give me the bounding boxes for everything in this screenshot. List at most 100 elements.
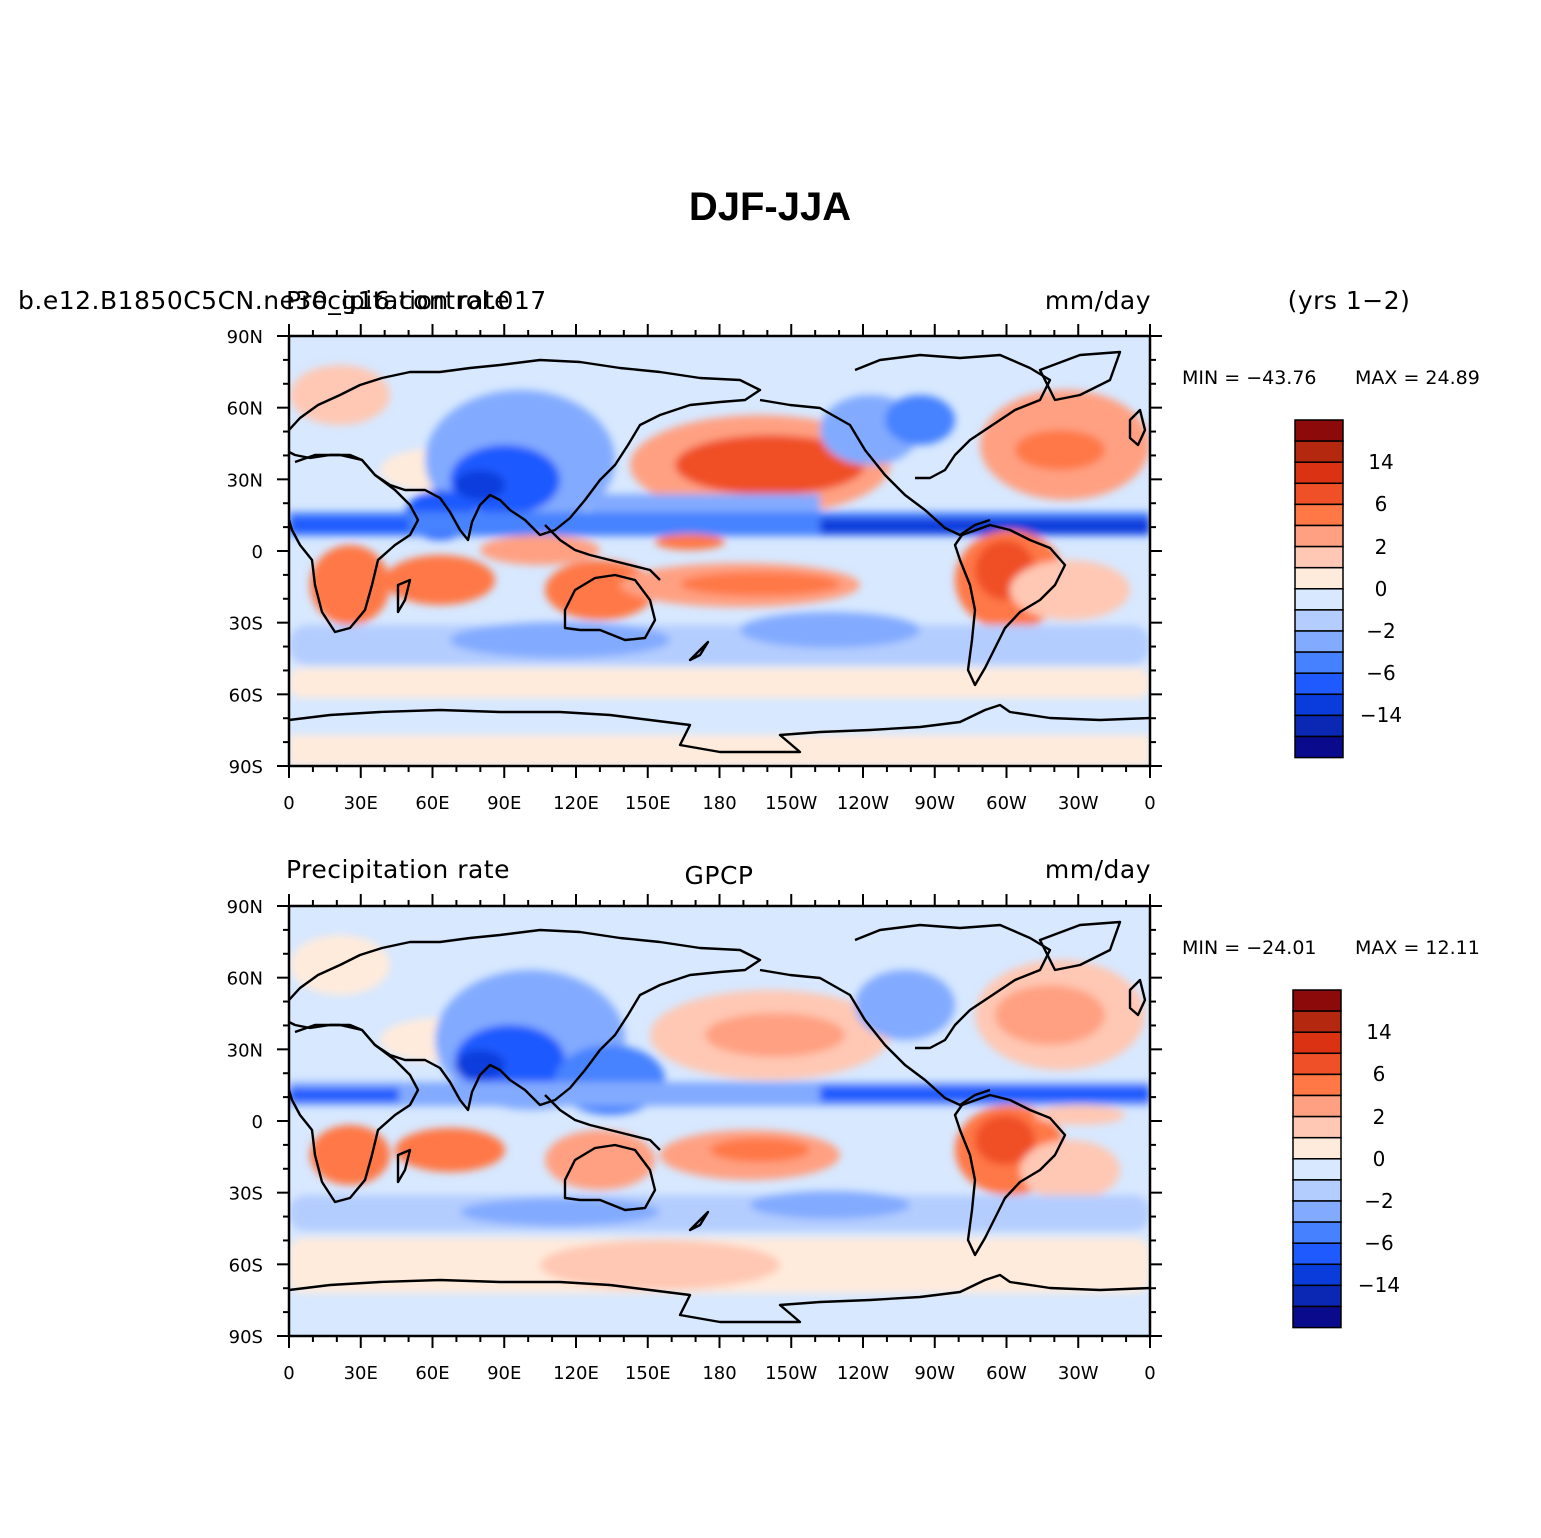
top-ytick-label: 60N — [227, 399, 263, 420]
bottom-xtick-label: 30E — [344, 1363, 378, 1384]
panel-top-colorbar-boxes — [1294, 419, 1344, 759]
panel-bottom-units: mm/day — [1045, 855, 1151, 884]
bottom-colorbar-box — [1292, 1010, 1342, 1033]
top-ytick-label: 30S — [229, 614, 263, 635]
bottom-colorbar-box — [1292, 1115, 1342, 1139]
top-colorbar-box — [1294, 651, 1344, 674]
bottom-xtick-label: 0 — [1144, 1363, 1155, 1384]
bottom-colorbar-box — [1292, 1200, 1342, 1223]
top-colorbar-box — [1294, 714, 1344, 738]
top-colorbar-box — [1294, 693, 1344, 717]
top-xtick-label: 120E — [553, 793, 599, 814]
top-xtick-label: 90E — [487, 793, 521, 814]
bottom-xtick-label: 90E — [487, 1363, 521, 1384]
panel-top-axes: 0 30E 60E 90E 120E 150E 180 150W 120W 90W 60W 30W 09… — [227, 324, 1162, 814]
top-xtick-label: 0 — [1144, 793, 1155, 814]
cb-bottom-label-1: 14 — [1366, 1020, 1391, 1044]
top-xtick-label: 0 — [283, 793, 294, 814]
top-xtick-label: 150E — [625, 793, 671, 814]
bottom-colorbar-box — [1292, 1221, 1342, 1244]
cb-top-label-4: 0 — [1375, 577, 1388, 601]
bottom-colorbar-box — [1292, 1136, 1342, 1160]
panel-top: b.e12.B1850C5CN.ne30_g16.control.017 Pre… — [18, 286, 1480, 814]
bottom-colorbar-box — [1292, 989, 1342, 1012]
panel-top-units: mm/day — [1045, 286, 1151, 315]
bottom-ytick-label: 90N — [227, 897, 263, 918]
top-colorbar-box — [1294, 588, 1344, 611]
bottom-colorbar-box — [1292, 1179, 1342, 1202]
panel-top-field — [289, 336, 1150, 766]
top-xtick-label: 120W — [837, 793, 889, 814]
bottom-xtick-label: 60W — [986, 1363, 1027, 1384]
top-ytick-label: 0 — [252, 542, 263, 563]
top-colorbar-box — [1294, 482, 1344, 506]
top-colorbar-box — [1294, 566, 1344, 590]
panel-bottom-colorbar: 14 6 2 0 −2 −6 −14 — [1292, 989, 1400, 1329]
bottom-ytick-label: 30S — [229, 1184, 263, 1205]
bottom-xtick-label: 120E — [553, 1363, 599, 1384]
top-xtick-label: 150W — [765, 793, 817, 814]
bottom-ytick-label: 60S — [229, 1255, 263, 1276]
top-colorbar-box — [1294, 419, 1344, 442]
panel-bottom-colorbar-boxes — [1292, 989, 1342, 1329]
top-xtick-label: 30W — [1058, 793, 1099, 814]
panel-top-max: MAX = 24.89 — [1355, 367, 1480, 389]
cb-bottom-label-5: −2 — [1364, 1189, 1393, 1213]
cb-bottom-label-2: 6 — [1373, 1062, 1386, 1086]
bottom-colorbar-box — [1292, 1073, 1342, 1097]
cb-top-label-7: −14 — [1360, 703, 1402, 727]
bottom-ytick-label: 60N — [227, 969, 263, 990]
bottom-ytick-label: 30N — [227, 1040, 263, 1061]
top-xtick-label: 180 — [702, 793, 736, 814]
bottom-colorbar-box — [1292, 1158, 1342, 1181]
bottom-colorbar-box — [1292, 1242, 1342, 1266]
cb-bottom-label-3: 2 — [1373, 1105, 1386, 1129]
top-colorbar-box — [1294, 735, 1344, 759]
panel-top-coastlines — [289, 350, 1150, 754]
bottom-xtick-label: 90W — [914, 1363, 955, 1384]
panel-top-colorbar: 14 6 2 0 −2 −6 −14 — [1294, 419, 1402, 759]
top-colorbar-box — [1294, 461, 1344, 485]
cb-bottom-label-7: −14 — [1358, 1273, 1400, 1297]
top-xtick-label: 30E — [344, 793, 378, 814]
top-colorbar-box — [1294, 545, 1344, 569]
top-ytick-label: 60S — [229, 685, 263, 706]
panel-bottom-max: MAX = 12.11 — [1355, 937, 1480, 959]
panel-bottom-min: MIN = −24.01 — [1182, 937, 1317, 959]
panel-bottom-variable-label: Precipitation rate — [286, 855, 510, 884]
panel-top-min: MIN = −43.76 — [1182, 367, 1317, 389]
bottom-colorbar-box — [1292, 1284, 1342, 1308]
top-xtick-label: 60E — [415, 793, 449, 814]
cb-top-label-3: 2 — [1375, 535, 1388, 559]
cb-top-label-2: 6 — [1375, 492, 1388, 516]
panel-top-variable-label: Precipitation rate — [286, 286, 510, 315]
panel-top-case-label: b.e12.B1850C5CN.ne30_g16.control.017 — [18, 286, 547, 315]
bottom-ytick-label: 0 — [252, 1112, 263, 1133]
bottom-xtick-label: 180 — [702, 1363, 736, 1384]
panel-top-period: (yrs 1−2) — [1288, 286, 1411, 315]
top-xtick-label: 60W — [986, 793, 1027, 814]
cb-top-label-5: −2 — [1366, 619, 1395, 643]
panel-bottom-dataset-label: GPCP — [685, 861, 754, 890]
bottom-xtick-label: 150W — [765, 1363, 817, 1384]
bottom-xtick-label: 0 — [283, 1363, 294, 1384]
bottom-xtick-label: 150E — [625, 1363, 671, 1384]
cb-top-label-6: −6 — [1366, 661, 1395, 685]
cb-bottom-label-6: −6 — [1364, 1231, 1393, 1255]
top-ytick-label: 90S — [229, 757, 263, 778]
panel-bottom-axes: 0 30E 60E 90E 120E 150E 180 150W 120W 90W 60W 30W 09… — [227, 894, 1162, 1384]
cb-bottom-label-4: 0 — [1373, 1147, 1386, 1171]
top-ytick-label: 30N — [227, 470, 263, 491]
bottom-colorbar-box — [1292, 1263, 1342, 1287]
bottom-xtick-label: 60E — [415, 1363, 449, 1384]
bottom-colorbar-box — [1292, 1052, 1342, 1076]
bottom-colorbar-box — [1292, 1031, 1342, 1055]
bottom-xtick-label: 30W — [1058, 1363, 1099, 1384]
top-colorbar-box — [1294, 630, 1344, 653]
cb-top-label-1: 14 — [1368, 450, 1393, 474]
bottom-xtick-label: 120W — [837, 1363, 889, 1384]
panel-bottom: Precipitation rate GPCP mm/day MIN = −24… — [227, 855, 1480, 1384]
top-colorbar-box — [1294, 524, 1344, 548]
bottom-ytick-label: 90S — [229, 1327, 263, 1348]
